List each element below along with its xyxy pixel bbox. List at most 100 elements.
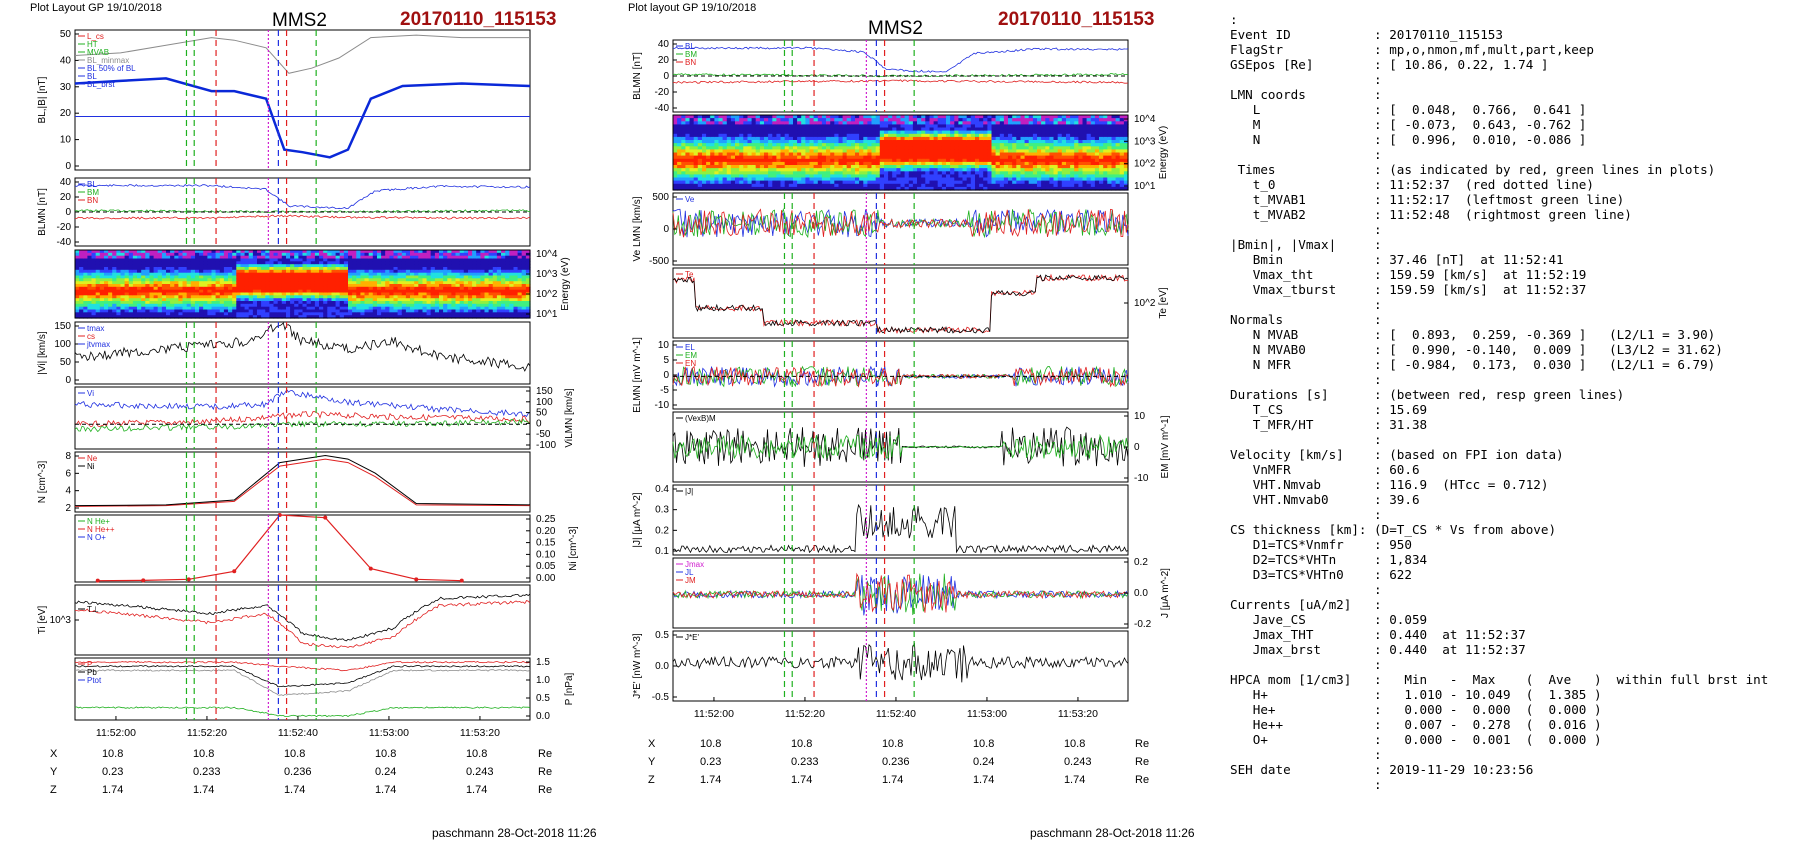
spectrogram-cell — [517, 298, 523, 302]
spectrogram-cell — [979, 180, 984, 185]
spectrogram-cell — [377, 286, 382, 291]
spectrogram-cell — [517, 255, 523, 260]
spectrogram-cell — [937, 161, 943, 166]
spectrogram-cell — [397, 306, 403, 311]
spectrogram-cell — [697, 155, 703, 160]
spectrogram-cell — [1003, 180, 1009, 185]
spectrogram-cell — [153, 312, 159, 316]
spectrogram-cell — [921, 165, 926, 169]
spectrogram-cell — [273, 312, 279, 316]
spectrogram-cell — [697, 165, 703, 169]
spectrogram-cell — [970, 143, 976, 147]
spectrogram-cell — [813, 161, 819, 166]
spectrogram-cell — [298, 252, 304, 257]
spectrogram-cell — [689, 121, 695, 125]
spectrogram-cell — [954, 136, 959, 141]
spectrogram-cell — [855, 146, 860, 150]
spectrogram-cell — [95, 258, 101, 262]
spectrogram-cell — [207, 267, 213, 271]
spectrogram-cell — [735, 127, 740, 132]
spectrogram-cell — [714, 174, 720, 179]
spectrogram-cell — [430, 278, 436, 282]
spectrogram-cell — [904, 155, 910, 160]
spectrogram-cell — [451, 264, 457, 268]
spectrogram-cell — [702, 168, 707, 172]
spectrogram-cell — [385, 295, 390, 299]
spectrogram-cell — [987, 149, 993, 154]
spectrogram-cell — [892, 180, 897, 185]
spectrogram-cell — [405, 309, 411, 313]
spectrogram-cell — [966, 155, 972, 160]
spectrogram-cell — [422, 286, 428, 291]
spectrogram-cell — [372, 252, 378, 257]
spectrogram-cell — [290, 275, 295, 279]
spectrogram-cell — [710, 180, 715, 185]
spectrogram-cell — [735, 115, 740, 119]
spectrogram-cell — [439, 312, 444, 316]
spectrogram-cell — [141, 292, 146, 296]
spectrogram-cell — [921, 168, 926, 172]
spectrogram-cell — [776, 149, 782, 154]
left-P-legend-label: Ptot — [87, 676, 102, 685]
spectrogram-cell — [1016, 161, 1021, 166]
spectrogram-cell — [356, 298, 361, 302]
spectrogram-cell — [1028, 115, 1034, 119]
spectrogram-cell — [240, 301, 246, 305]
spectrogram-cell — [784, 174, 790, 179]
spectrogram-cell — [517, 295, 523, 299]
spectrogram-cell — [269, 278, 275, 282]
spectrogram-cell — [722, 171, 728, 175]
spectrogram-cell — [776, 143, 782, 147]
spectrogram-cell — [867, 118, 873, 122]
spectrogram-cell — [525, 267, 531, 271]
spectrogram-cell — [488, 278, 494, 282]
spectrogram-cell — [673, 165, 678, 169]
spectrogram-cell — [962, 149, 968, 154]
spectrogram-cell — [244, 255, 250, 260]
spectrogram-cell — [492, 252, 498, 257]
spectrogram-cell — [83, 278, 88, 282]
spectrogram-cell — [83, 281, 88, 285]
spectrogram-cell — [455, 255, 461, 260]
spectrogram-cell — [372, 315, 378, 319]
spectrogram-cell — [884, 180, 889, 185]
spectrogram-cell — [933, 136, 939, 141]
spectrogram-cell — [319, 258, 324, 262]
left-B-legend-label: BL_brst — [87, 80, 115, 89]
spectrogram-cell — [950, 168, 955, 172]
spectrogram-cell — [979, 115, 984, 119]
spectrogram-cell — [232, 309, 237, 313]
spectrogram-cell — [892, 124, 897, 129]
left-ViLMN-tick-label: 50 — [536, 408, 548, 419]
spectrogram-cell — [871, 152, 877, 157]
spectrogram-cell — [414, 315, 419, 319]
spectrogram-cell — [261, 301, 266, 305]
spectrogram-cell — [372, 275, 378, 279]
left-N-tick-label: 6 — [65, 468, 71, 479]
spectrogram-cell — [232, 267, 237, 271]
spectrogram-cell — [879, 165, 885, 169]
spectrogram-cell — [372, 286, 378, 291]
spectrogram-cell — [468, 301, 473, 305]
spectrogram-cell — [896, 183, 902, 188]
spectrogram-cell — [776, 118, 782, 122]
spectrogram-cell — [281, 281, 287, 285]
mid-BLMN-legend-label: BL — [685, 42, 695, 51]
spectrogram-cell — [768, 136, 773, 141]
spectrogram-cell — [476, 284, 481, 288]
spectrogram-cell — [459, 267, 465, 271]
spectrogram-cell — [281, 301, 287, 305]
spectrogram-cell — [443, 303, 448, 308]
spectrogram-cell — [900, 136, 906, 141]
spectrogram-cell — [228, 281, 233, 285]
spectrogram-cell — [422, 298, 428, 302]
spectrogram-cell — [850, 140, 856, 144]
spectrogram-cell — [755, 121, 761, 125]
spectrogram-cell — [817, 158, 823, 163]
spectrogram-cell — [277, 281, 283, 285]
spectrogram-cell — [735, 124, 740, 129]
spectrogram-cell — [801, 130, 806, 135]
spectrogram-cell — [381, 295, 386, 299]
left-spacecraft-title: MMS2 — [272, 10, 327, 31]
spectrogram-cell — [505, 278, 510, 282]
